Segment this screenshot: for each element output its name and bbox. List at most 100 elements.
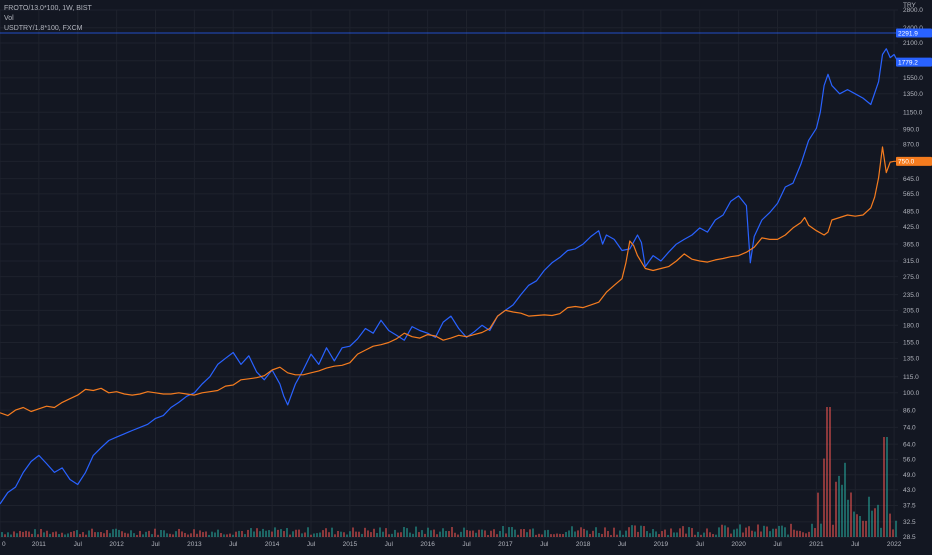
time-tick-label: Jul: [151, 541, 160, 548]
volume-bar: [694, 534, 696, 537]
series-lines: [0, 48, 899, 505]
volume-bar: [505, 533, 507, 537]
volume-bar: [757, 524, 759, 537]
volume-bar: [856, 514, 858, 537]
volume-bar: [883, 437, 885, 537]
volume-bar: [409, 532, 411, 537]
volume-bar: [844, 462, 846, 537]
last-value-badge: [896, 57, 932, 67]
volume-bar: [217, 529, 219, 537]
volume-bar: [751, 530, 753, 537]
volume-bar: [106, 530, 108, 537]
volume-bar: [154, 528, 156, 537]
volume-bar: [850, 492, 852, 537]
volume-bar: [481, 529, 483, 537]
volume-bar: [214, 532, 216, 537]
volume-bar: [175, 531, 177, 537]
volume-bar: [583, 528, 585, 537]
price-tick-label: 1350.0: [903, 91, 923, 98]
volume-bar: [388, 534, 390, 537]
price-tick-label: 49.0: [903, 472, 916, 479]
volume-bar: [778, 525, 780, 537]
volume-bar: [799, 530, 801, 537]
volume-bar: [178, 528, 180, 537]
price-tick-label: 315.0: [903, 258, 920, 265]
volume-bar: [502, 526, 504, 537]
volume-bar: [460, 531, 462, 537]
price-axis[interactable]: TRY2800.02400.02100.01800.01550.01350.01…: [903, 2, 923, 541]
volume-bar: [337, 530, 339, 537]
volume-bar: [331, 527, 333, 537]
volume-bar: [895, 520, 897, 537]
price-tick-label: 365.0: [903, 241, 920, 248]
time-tick-label: Jul: [462, 541, 471, 548]
price-tick-label: 155.0: [903, 340, 920, 347]
legend-usdtry[interactable]: USDTRY/1.8*100, FXCM: [4, 25, 83, 32]
price-tick-label: 565.0: [903, 191, 920, 198]
volume-bar: [490, 530, 492, 537]
volume-bar: [661, 531, 663, 537]
volume-bar: [244, 534, 246, 537]
volume-bar: [718, 527, 720, 537]
volume-bar: [325, 528, 327, 537]
volume-bar: [880, 527, 882, 537]
price-tick-label: 56.0: [903, 457, 916, 464]
volume-bar: [610, 534, 612, 537]
volume-bar: [358, 531, 360, 537]
legend-froto[interactable]: FROTO/13.0*100, 1W, BIST: [4, 5, 92, 12]
volume-bar: [562, 534, 564, 537]
volume-bar: [274, 527, 276, 537]
volume-bar: [403, 527, 405, 537]
volume-bar: [637, 531, 639, 537]
volume-bar: [595, 527, 597, 537]
volume-bar: [100, 531, 102, 537]
legend-volume[interactable]: Vol: [4, 15, 14, 22]
volume-bar: [544, 530, 546, 537]
volume-bar: [7, 532, 9, 537]
volume-bar: [34, 529, 36, 537]
volume-bar: [541, 534, 543, 537]
volume-bar: [151, 534, 153, 537]
time-tick-label: 2013: [187, 541, 202, 548]
volume-bar: [598, 532, 600, 537]
volume-bar: [859, 516, 861, 537]
last-value-badge: [896, 28, 932, 38]
volume-bar: [280, 529, 282, 537]
volume-bar: [556, 533, 558, 537]
volume-bar: [703, 532, 705, 537]
volume-bar: [511, 527, 513, 537]
time-axis[interactable]: 0 2011 Jul 2012 Jul 2013 Jul 2014 Jul 2015 Jul 2016…: [2, 541, 902, 548]
volume-bar: [586, 530, 588, 537]
volume-bar: [82, 532, 84, 537]
volume-bar: [547, 529, 549, 537]
volume-bar: [619, 530, 621, 537]
volume-bar: [817, 492, 819, 537]
volume-bar: [79, 534, 81, 537]
volume-bar: [712, 534, 714, 537]
volume-bar: [259, 531, 261, 537]
volume-bar: [469, 530, 471, 537]
volume-bar: [379, 527, 381, 537]
volume-bar: [94, 532, 96, 537]
volume-bar: [394, 529, 396, 537]
price-tick-label: 100.0: [903, 390, 920, 397]
last-value-text: 2291.9: [898, 30, 918, 37]
volume-bar: [889, 513, 891, 537]
volume-bar: [241, 530, 243, 537]
series-line: [0, 146, 898, 417]
volume-bar: [508, 527, 510, 537]
volume-bar: [631, 525, 633, 537]
volume-bar: [361, 533, 363, 537]
volume-bar: [421, 530, 423, 537]
volume-bar: [439, 531, 441, 537]
volume-bar: [523, 529, 525, 537]
volume-bar: [328, 532, 330, 537]
volume-bar: [565, 531, 567, 537]
volume-bar: [10, 534, 12, 537]
volume-bar: [613, 527, 615, 537]
volume-bar: [370, 532, 372, 537]
volume-bar: [838, 475, 840, 537]
last-value-badges: 2291.9 1779.2 750.0: [896, 28, 932, 166]
